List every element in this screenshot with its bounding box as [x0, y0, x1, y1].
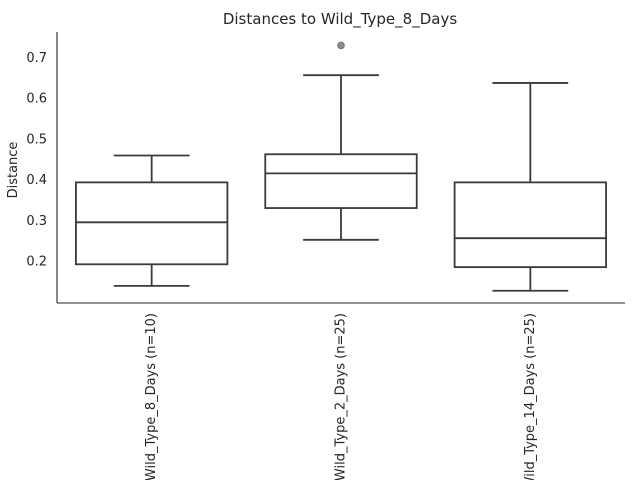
- box-group: [264, 41, 418, 241]
- box-group: [75, 154, 229, 287]
- outlier-point: [337, 41, 345, 50]
- y-axis-ticks: 0.2 0.3 0.4 0.5 0.6 0.7: [26, 51, 47, 270]
- x-axis-ticks: Wild_Type_8_Days (n=10) Wild_Type_2_Days …: [144, 313, 538, 480]
- axes: [56, 32, 625, 304]
- x-tick-label: Wild_Type_8_Days (n=10): [144, 313, 159, 480]
- y-axis-label: Distance: [6, 142, 21, 199]
- chart-title: Distances to Wild_Type_8_Days: [223, 10, 457, 29]
- boxes: [75, 41, 607, 292]
- box-iqr: [264, 153, 418, 209]
- y-tick-label: 0.7: [26, 51, 47, 66]
- box-iqr: [453, 181, 607, 269]
- box-iqr: [75, 181, 229, 266]
- y-tick-label: 0.5: [26, 132, 47, 147]
- x-tick-label: Wild_Type_14_Days (n=25): [523, 313, 538, 480]
- box-group: [453, 82, 607, 292]
- y-tick-label: 0.4: [26, 173, 47, 188]
- y-tick-label: 0.6: [26, 92, 47, 107]
- y-tick-label: 0.2: [26, 255, 47, 270]
- x-tick-label: Wild_Type_2_Days (n=25): [334, 313, 349, 480]
- y-tick-label: 0.3: [26, 214, 47, 229]
